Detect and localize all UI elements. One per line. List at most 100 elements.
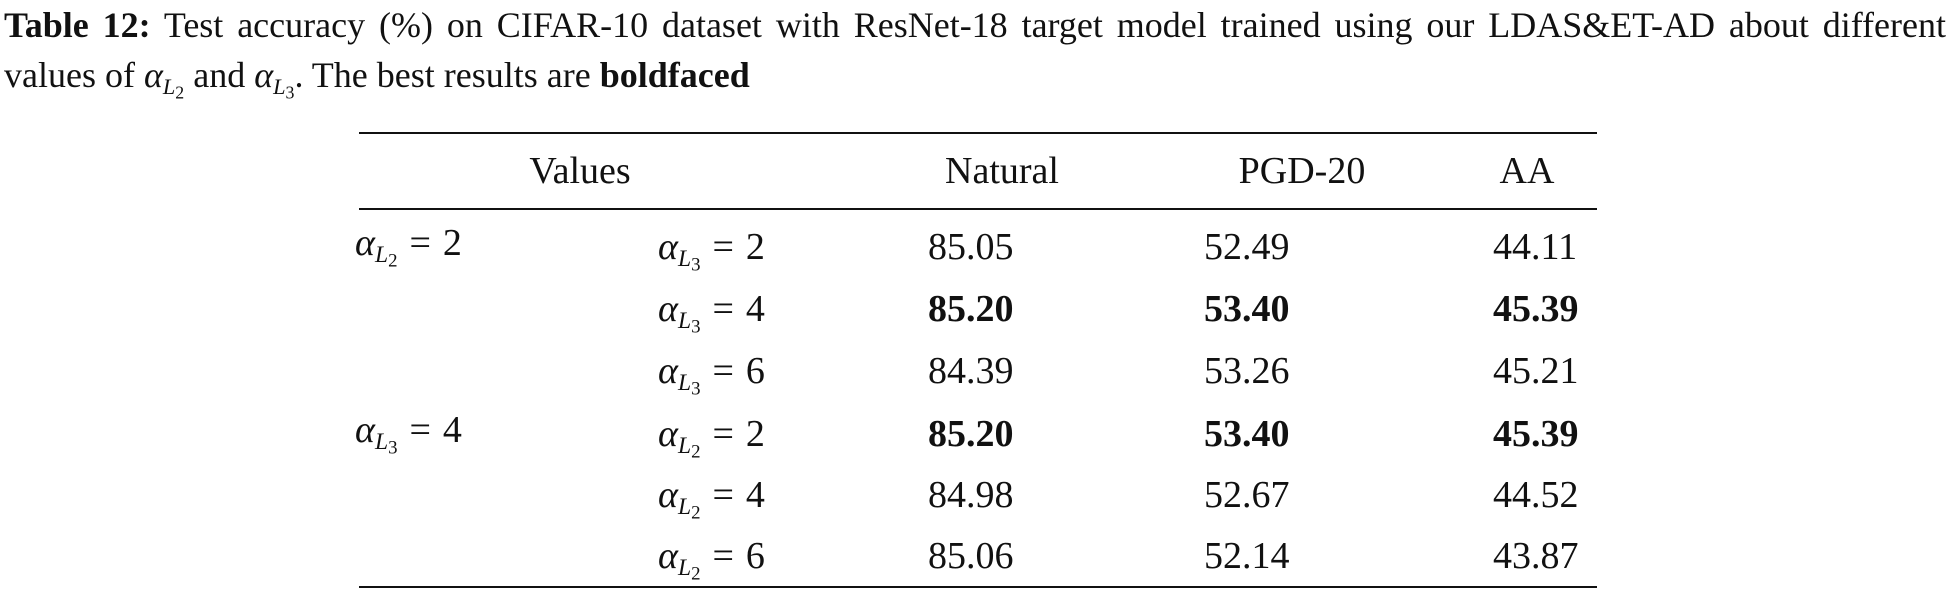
- math-symbol: α: [658, 226, 678, 268]
- math-symbol: α: [254, 55, 274, 95]
- math: αL2 = 6: [658, 535, 765, 585]
- value-cell: 84.39: [928, 350, 1014, 392]
- math-value: 4: [745, 288, 765, 330]
- math-relation: =: [712, 350, 734, 392]
- value-cell: 84.98: [928, 474, 1014, 516]
- math-symbol: α: [143, 55, 163, 95]
- math-subscript: L2: [162, 73, 185, 103]
- math-subscript: L2: [374, 242, 398, 272]
- math-symbol: α: [658, 350, 678, 392]
- math-subsubscript: 2: [175, 82, 185, 103]
- math-symbol: α: [355, 222, 375, 264]
- math-relation: =: [712, 226, 734, 268]
- math-value: 6: [745, 350, 765, 392]
- caption: Table 12: Test accuracy (%) on CIFAR-10 …: [4, 0, 1946, 117]
- value-cell: 85.06: [928, 535, 1014, 577]
- math-subscript: L3: [677, 370, 701, 400]
- caption-text: and: [193, 55, 246, 95]
- math-symbol: α: [658, 535, 678, 577]
- math-value: 6: [745, 535, 765, 577]
- math-subsubscript: 2: [691, 441, 701, 463]
- value-cell: 85.05: [928, 226, 1014, 268]
- setting-cell: αL3 = 6: [658, 349, 765, 412]
- value-cell: 53.40: [1204, 288, 1290, 330]
- math-relation: =: [409, 409, 431, 451]
- math-subscript: L3: [677, 246, 701, 276]
- math-subscript: L2: [677, 433, 701, 463]
- math-relation: =: [712, 288, 734, 330]
- math-subsubscript: 3: [285, 82, 295, 103]
- column-header: AA: [1499, 150, 1555, 192]
- value-cell: 43.87: [1493, 535, 1579, 577]
- math-subsubscript: 3: [691, 316, 701, 338]
- math-value: 2: [745, 413, 765, 455]
- value-cell: 45.39: [1493, 413, 1579, 455]
- group-cell: αL3 = 4: [355, 408, 462, 471]
- top-rule: [359, 132, 1597, 134]
- math-subscript-text: L: [374, 429, 389, 456]
- value-cell: 52.67: [1204, 474, 1290, 516]
- value-cell: 53.26: [1204, 350, 1290, 392]
- math-symbol: α: [658, 413, 678, 455]
- value-cell: 44.11: [1493, 226, 1578, 268]
- math-subscript-text: L: [273, 73, 286, 99]
- value-cell: 52.14: [1204, 535, 1290, 577]
- math: αL2 = 2: [355, 222, 462, 272]
- math-subsubscript: 2: [691, 502, 701, 524]
- math: αL3: [254, 55, 294, 102]
- math-subscript: L3: [273, 73, 295, 103]
- math: αL2 = 2: [658, 413, 765, 463]
- math-subscript-text: L: [677, 555, 692, 582]
- math-subsubscript: 2: [388, 250, 398, 272]
- setting-cell: αL3 = 4: [658, 287, 765, 350]
- math-relation: =: [712, 474, 734, 516]
- math-subscript: L2: [677, 494, 701, 524]
- math-subscript-text: L: [677, 494, 692, 521]
- math-subscript: L2: [677, 555, 701, 585]
- setting-cell: αL2 = 2: [658, 412, 765, 475]
- math-subscript-text: L: [677, 308, 692, 335]
- value-cell: 45.39: [1493, 288, 1579, 330]
- value-cell: 85.20: [928, 288, 1014, 330]
- column-header: Values: [529, 150, 631, 192]
- math-value: 4: [442, 409, 462, 451]
- math-subscript-text: L: [677, 246, 692, 273]
- caption-emphasis: boldfaced: [599, 55, 750, 95]
- math-subscript-text: L: [374, 242, 389, 269]
- bottom-rule: [359, 586, 1597, 588]
- math-relation: =: [712, 413, 734, 455]
- math-subscript-text: L: [677, 433, 692, 460]
- mid-rule: [359, 208, 1597, 210]
- math-subsubscript: 2: [691, 563, 701, 585]
- math-symbol: α: [658, 474, 678, 516]
- math-symbol: α: [355, 409, 375, 451]
- value-cell: 52.49: [1204, 226, 1290, 268]
- math: αL2 = 4: [658, 474, 765, 524]
- math-relation: =: [409, 222, 431, 264]
- setting-cell: αL2 = 6: [658, 534, 765, 596]
- math-value: 2: [745, 226, 765, 268]
- group-cell: αL2 = 2: [355, 221, 462, 284]
- value-cell: 45.21: [1493, 350, 1579, 392]
- math-subscript-text: L: [677, 370, 692, 397]
- math-subscript: L3: [374, 429, 398, 459]
- math-subscript: L3: [677, 308, 701, 338]
- math-value: 4: [745, 474, 765, 516]
- math-subscript-text: L: [162, 73, 176, 99]
- math-subsubscript: 3: [691, 254, 701, 276]
- math: αL3 = 4: [355, 409, 462, 459]
- value-cell: 85.20: [928, 413, 1014, 455]
- value-cell: 44.52: [1493, 474, 1579, 516]
- math: αL2: [143, 55, 184, 102]
- math-value: 2: [442, 222, 462, 264]
- math: αL3 = 4: [658, 288, 765, 338]
- math-symbol: α: [658, 288, 678, 330]
- math-relation: =: [712, 535, 734, 577]
- math-subsubscript: 3: [388, 437, 398, 459]
- math: αL3 = 6: [658, 350, 765, 400]
- math: αL3 = 2: [658, 226, 765, 276]
- setting-cell: αL2 = 4: [658, 473, 765, 536]
- value-cell: 53.40: [1204, 413, 1290, 455]
- column-header: PGD-20: [1238, 150, 1366, 192]
